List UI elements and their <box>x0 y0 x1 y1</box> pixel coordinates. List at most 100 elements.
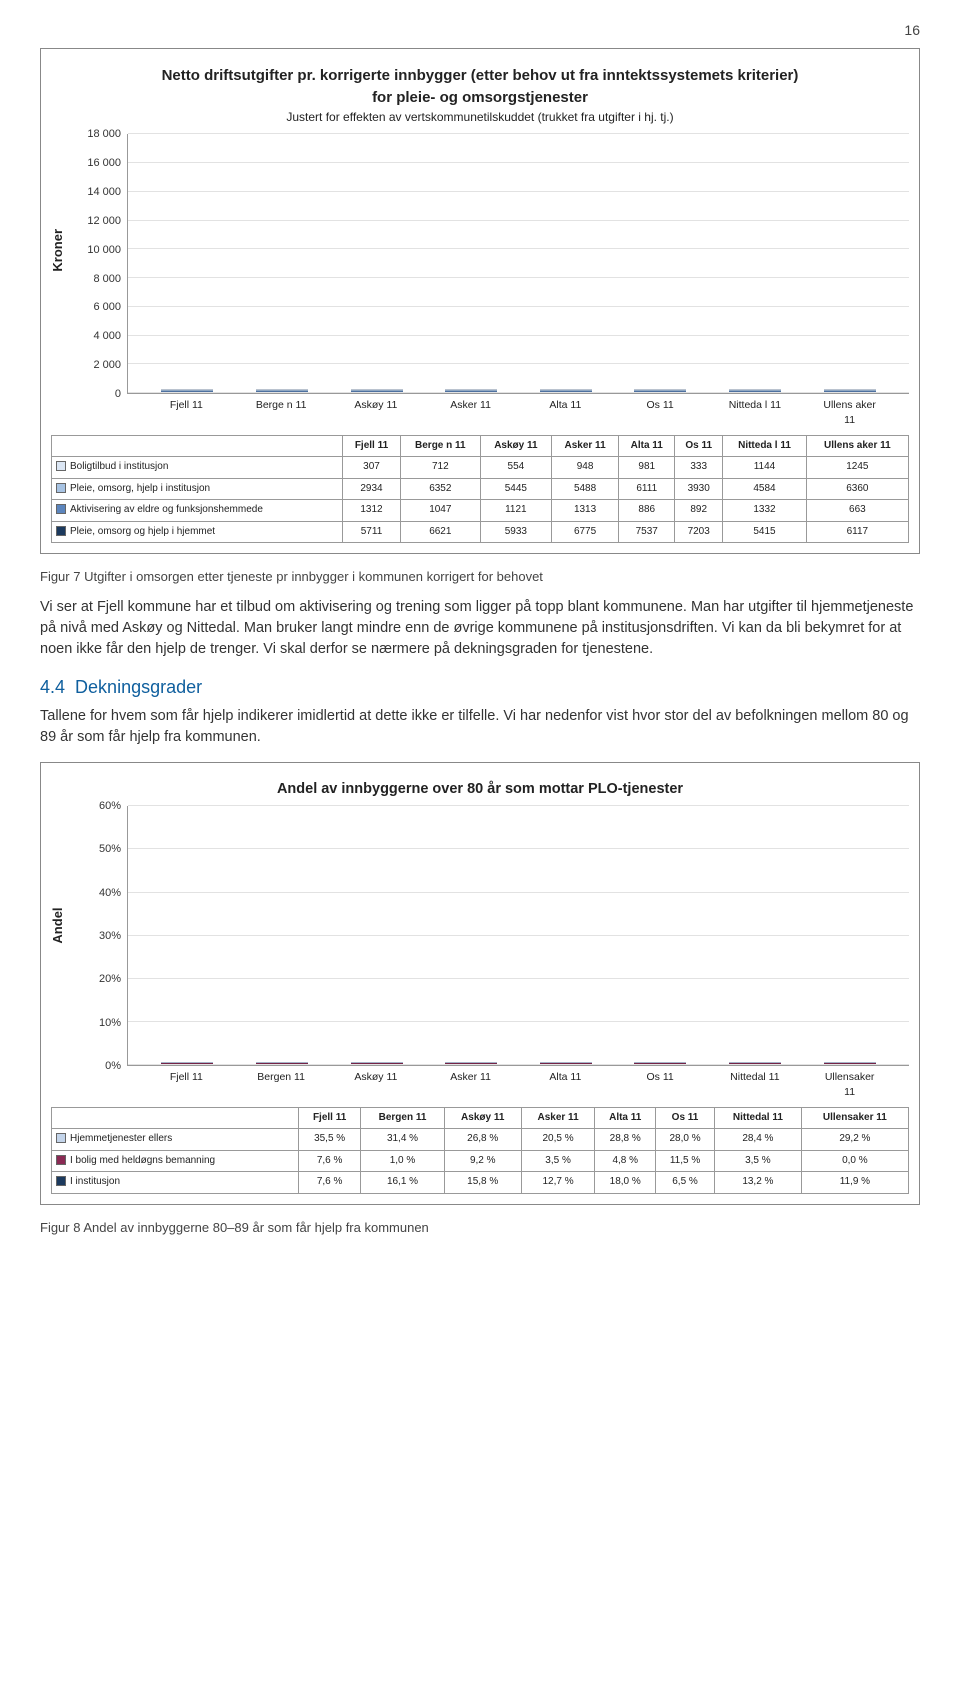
table-row: I institusjon7,6 %16,1 %15,8 %12,7 %18,0… <box>52 1172 909 1194</box>
table-row: Hjemmetjenester ellers35,5 %31,4 %26,8 %… <box>52 1129 909 1151</box>
x-label: Bergen 11 <box>253 1070 309 1100</box>
x-label: Askøy 11 <box>348 1070 404 1100</box>
x-label: Alta 11 <box>537 398 593 428</box>
section-heading: 4.4 Dekningsgrader <box>40 674 920 700</box>
table-cell: 5711 <box>343 521 400 543</box>
legend-label: Boligtilbud i institusjon <box>52 457 343 479</box>
x-label: Alta 11 <box>537 1070 593 1100</box>
table-cell: 35,5 % <box>299 1129 361 1151</box>
table-cell: 2934 <box>343 478 400 500</box>
table-header: Nittedal 11 <box>715 1107 802 1129</box>
table-cell: 7203 <box>675 521 723 543</box>
table-cell: 6,5 % <box>656 1172 715 1194</box>
table-cell: 3930 <box>675 478 723 500</box>
table-cell: 7537 <box>619 521 675 543</box>
table-cell: 1121 <box>481 500 552 522</box>
table-row: Aktivisering av eldre og funksjonshemmed… <box>52 500 909 522</box>
chart2-y-axis: 60%50%40%30%20%10%0% <box>65 806 127 1066</box>
table-cell: 20,5 % <box>521 1129 595 1151</box>
x-label: Askøy 11 <box>348 398 404 428</box>
x-label: Nittedal 11 <box>727 1070 783 1100</box>
table-cell: 15,8 % <box>444 1172 521 1194</box>
x-label: Asker 11 <box>443 1070 499 1100</box>
table-cell: 9,2 % <box>444 1150 521 1172</box>
figure7-caption: Figur 7 Utgifter i omsorgen etter tjenes… <box>40 568 920 587</box>
table-cell: 7,6 % <box>299 1172 361 1194</box>
table-cell: 1,0 % <box>361 1150 444 1172</box>
table-cell: 663 <box>806 500 908 522</box>
chart2-data-table: Fjell 11Bergen 11Askøy 11Asker 11Alta 11… <box>51 1107 909 1194</box>
table-row: Pleie, omsorg, hjelp i institusjon2934 63… <box>52 478 909 500</box>
table-header: Fjell 11 <box>299 1107 361 1129</box>
chart1-x-labels: Fjell 11 Berge n 11 Askøy 11 Asker 11 Alta 1… <box>127 394 909 428</box>
table-cell: 333 <box>675 457 723 479</box>
table-header: Fjell 11 <box>343 435 400 457</box>
table-header: Os 11 <box>675 435 723 457</box>
table-header: Os 11 <box>656 1107 715 1129</box>
chart1-container: Netto driftsutgifter pr. korrigerte innb… <box>40 48 920 554</box>
x-label: Ullens aker 11 <box>822 398 878 428</box>
chart1-plot <box>127 134 909 394</box>
table-header: Askøy 11 <box>481 435 552 457</box>
chart2-plot <box>127 806 909 1066</box>
table-cell: 3,5 % <box>715 1150 802 1172</box>
x-label: Asker 11 <box>443 398 499 428</box>
table-header: Bergen 11 <box>361 1107 444 1129</box>
table-cell: 28,0 % <box>656 1129 715 1151</box>
table-cell: 981 <box>619 457 675 479</box>
page: 16 Netto driftsutgifter pr. korrigerte i… <box>0 0 960 1277</box>
table-cell: 3,5 % <box>521 1150 595 1172</box>
paragraph-1: Vi ser at Fjell kommune har et tilbud om… <box>40 597 920 660</box>
x-label: Os 11 <box>632 398 688 428</box>
table-cell: 31,4 % <box>361 1129 444 1151</box>
table-cell: 892 <box>675 500 723 522</box>
table-cell: 948 <box>551 457 619 479</box>
chart1-title-line1: Netto driftsutgifter pr. korrigerte innb… <box>51 65 909 87</box>
table-cell: 5445 <box>481 478 552 500</box>
chart1-data-table: Fjell 11Berge n 11Askøy 11Asker 11Alta 1… <box>51 435 909 544</box>
table-header: Nitteda l 11 <box>723 435 806 457</box>
table-cell: 886 <box>619 500 675 522</box>
x-label: Ullensaker 11 <box>822 1070 878 1100</box>
legend-label: I bolig med heldøgns bemanning <box>52 1150 299 1172</box>
table-cell: 6360 <box>806 478 908 500</box>
chart2-container: Andel av innbyggerne over 80 år som mott… <box>40 762 920 1204</box>
table-cell: 29,2 % <box>801 1129 908 1151</box>
table-cell: 712 <box>400 457 480 479</box>
table-cell: 1312 <box>343 500 400 522</box>
table-header: Alta 11 <box>619 435 675 457</box>
table-header: Ullens aker 11 <box>806 435 908 457</box>
table-row: I bolig med heldøgns bemanning7,6 %1,0 %… <box>52 1150 909 1172</box>
table-cell: 18,0 % <box>595 1172 656 1194</box>
figure8-caption: Figur 8 Andel av innbyggerne 80–89 år so… <box>40 1219 920 1238</box>
table-cell: 11,5 % <box>656 1150 715 1172</box>
legend-label: Aktivisering av eldre og funksjonshemmed… <box>52 500 343 522</box>
table-cell: 0,0 % <box>801 1150 908 1172</box>
table-cell: 7,6 % <box>299 1150 361 1172</box>
legend-label: I institusjon <box>52 1172 299 1194</box>
x-label: Os 11 <box>632 1070 688 1100</box>
table-cell: 5488 <box>551 478 619 500</box>
chart1-title-line2: for pleie- og omsorgstjenester <box>51 87 909 109</box>
section-number: 4.4 <box>40 677 65 697</box>
x-label: Berge n 11 <box>253 398 309 428</box>
table-cell: 1332 <box>723 500 806 522</box>
x-label: Nitteda l 11 <box>727 398 783 428</box>
table-cell: 28,8 % <box>595 1129 656 1151</box>
chart1-y-axis: 18 00016 00014 00012 00010 0008 0006 000… <box>65 134 127 394</box>
table-header: Askøy 11 <box>444 1107 521 1129</box>
table-cell: 4584 <box>723 478 806 500</box>
section-title: Dekningsgrader <box>75 677 202 697</box>
legend-label: Hjemmetjenester ellers <box>52 1129 299 1151</box>
table-cell: 6111 <box>619 478 675 500</box>
legend-label: Pleie, omsorg, hjelp i institusjon <box>52 478 343 500</box>
paragraph-2: Tallene for hvem som får hjelp indikerer… <box>40 706 920 748</box>
table-header: Asker 11 <box>551 435 619 457</box>
table-header: Berge n 11 <box>400 435 480 457</box>
table-cell: 13,2 % <box>715 1172 802 1194</box>
chart2-x-labels: Fjell 11Bergen 11Askøy 11Asker 11Alta 11… <box>127 1066 909 1100</box>
table-cell: 307 <box>343 457 400 479</box>
table-cell: 6621 <box>400 521 480 543</box>
table-cell: 5415 <box>723 521 806 543</box>
x-label: Fjell 11 <box>158 398 214 428</box>
